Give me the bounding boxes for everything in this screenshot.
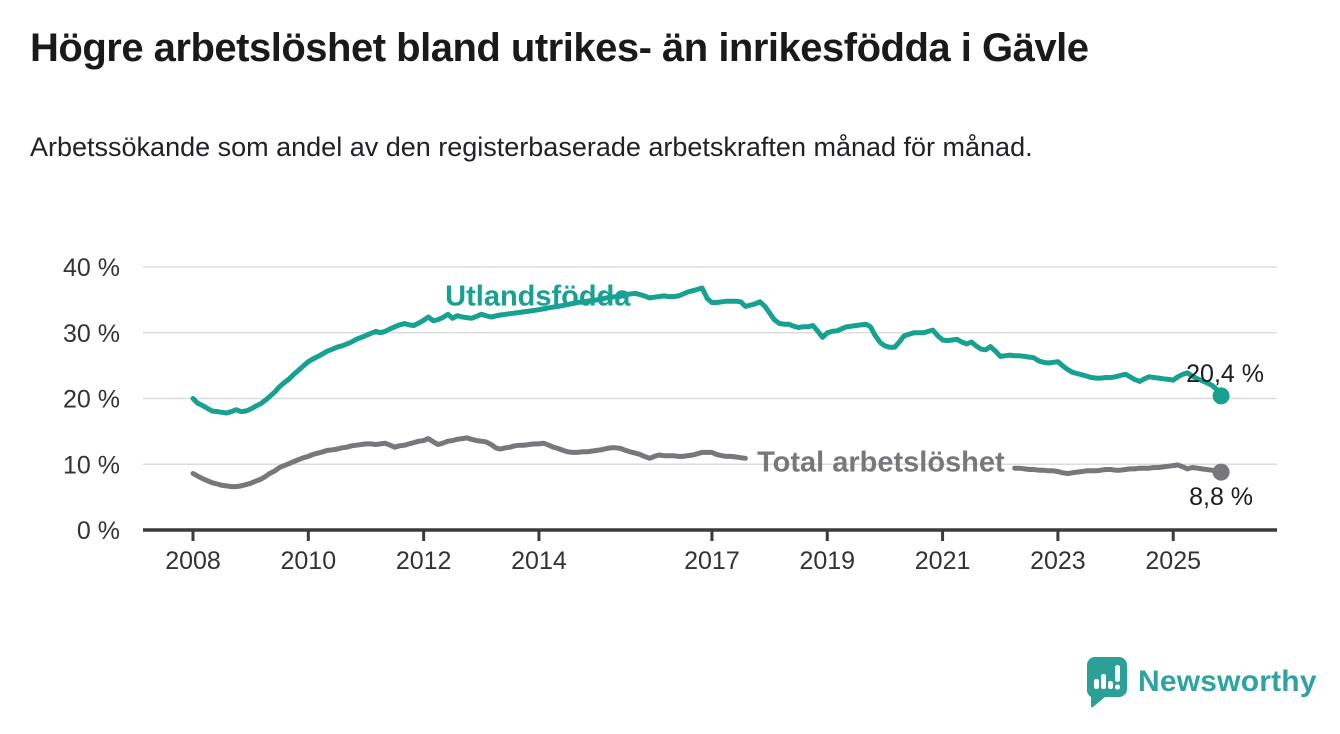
series-end-dot <box>1212 387 1230 405</box>
series-end-dot <box>1212 463 1230 481</box>
x-tick-label: 2021 <box>915 547 971 575</box>
newsworthy-logo-text: Newsworthy <box>1138 665 1317 698</box>
logo-bar-1 <box>1094 679 1099 689</box>
chart-title: Högre arbetslöshet bland utrikes- än inr… <box>30 26 1089 70</box>
series-inline-label: Utlandsfödda <box>445 280 631 312</box>
y-tick-label: 40 % <box>63 254 120 282</box>
newsworthy-logo[interactable]: Newsworthy <box>1086 656 1317 708</box>
y-tick-label: 0 % <box>77 517 120 545</box>
logo-exclamation-dot <box>1114 684 1121 690</box>
x-tick-label: 2019 <box>799 547 855 575</box>
x-tick-label: 2025 <box>1145 547 1201 575</box>
x-tick-label: 2012 <box>396 547 452 575</box>
x-tick-label: 2010 <box>281 547 337 575</box>
y-tick-label: 20 % <box>63 386 120 414</box>
series-end-value-label: 8,8 % <box>1189 483 1253 511</box>
speech-bubble-shape <box>1086 657 1127 708</box>
logo-bar-2 <box>1101 674 1106 689</box>
y-tick-label: 30 % <box>63 320 120 348</box>
newsworthy-logo-icon <box>1086 657 1127 708</box>
series-line-total <box>190 435 748 490</box>
logo-bar-3 <box>1108 681 1113 689</box>
series-inline-label: Total arbetslöshet <box>757 447 1005 479</box>
logo-exclamation-bar <box>1115 665 1120 682</box>
chart-subtitle: Arbetssökande som andel av den registerb… <box>30 132 1033 162</box>
x-tick-label: 2023 <box>1030 547 1086 575</box>
y-tick-label: 10 % <box>63 451 120 479</box>
x-tick-label: 2014 <box>511 547 567 575</box>
x-tick-label: 2008 <box>165 547 221 575</box>
series-end-value-label: 20,4 % <box>1186 360 1264 388</box>
series-line-utlandsfodda <box>190 285 1224 416</box>
x-tick-label: 2017 <box>684 547 740 575</box>
series-line-total <box>1012 462 1224 476</box>
